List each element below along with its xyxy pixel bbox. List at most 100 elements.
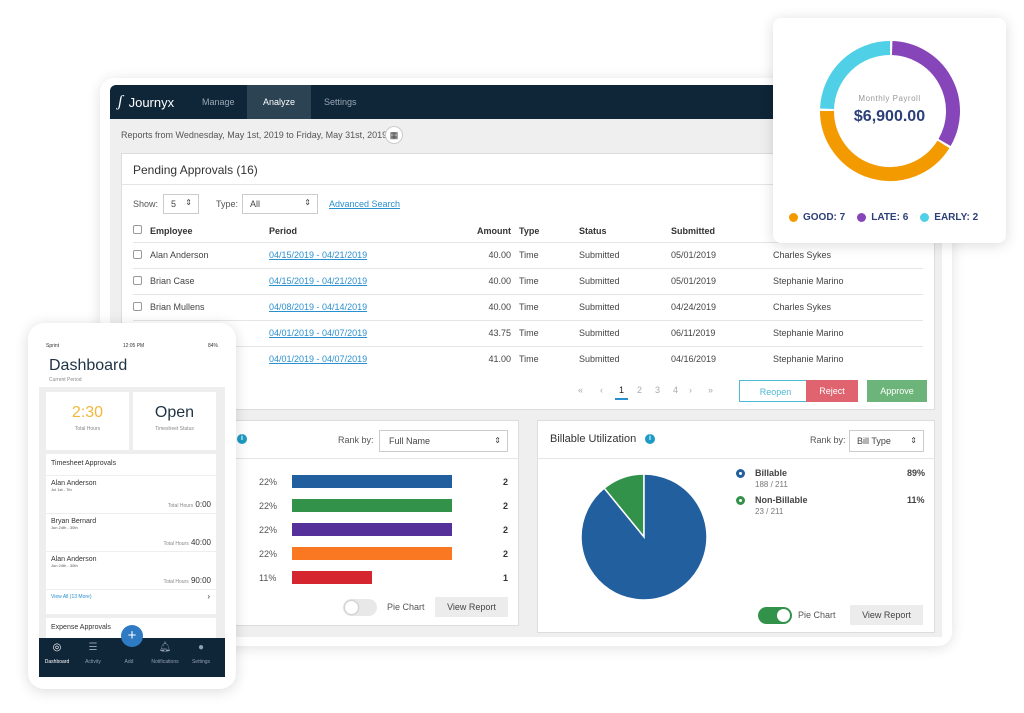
dashboard-icon: ◎ bbox=[52, 642, 62, 653]
tab-settings[interactable]: Settings bbox=[324, 97, 357, 107]
monthly-payroll-card: Monthly Payroll $6,900.00 GOOD: 7 LATE: 6… bbox=[773, 18, 1006, 243]
col-type[interactable]: Type bbox=[519, 225, 540, 236]
legend-dot-icon bbox=[920, 213, 930, 222]
bar[interactable] bbox=[292, 499, 452, 512]
show-select[interactable]: 5 ⇕ bbox=[163, 194, 199, 214]
logo[interactable]: ʃ Journyx bbox=[118, 93, 175, 110]
battery: 84% bbox=[207, 343, 218, 349]
bar-value-label: 2 bbox=[503, 477, 509, 487]
nav-settings[interactable]: ● Settings bbox=[183, 642, 219, 665]
donut-segment-1[interactable] bbox=[891, 41, 960, 146]
legend-percent: 89% bbox=[907, 468, 926, 478]
approval-item[interactable]: Alan Anderson Jul 1st - 7th Total Hours 0:… bbox=[46, 476, 216, 514]
donut-segment-0[interactable] bbox=[820, 110, 950, 181]
col-status[interactable]: Status bbox=[579, 225, 607, 236]
period-link[interactable]: 04/01/2019 - 04/07/2019 bbox=[269, 328, 368, 338]
bar[interactable] bbox=[292, 571, 372, 584]
submitted-cell: 05/01/2019 bbox=[671, 241, 773, 268]
table-row[interactable]: Brian Case 04/15/2019 - 04/21/2019 40.00 Ti… bbox=[133, 267, 923, 294]
table-row[interactable]: 04/01/2019 - 04/07/2019 41.00 Time Submitte… bbox=[133, 345, 923, 372]
period-link[interactable]: 04/08/2019 - 04/14/2019 bbox=[269, 302, 368, 312]
select-all-checkbox[interactable] bbox=[133, 225, 142, 235]
pagination-page-1[interactable]: 1 bbox=[615, 385, 629, 400]
type-cell: Time bbox=[519, 267, 579, 294]
row-checkbox[interactable] bbox=[133, 249, 142, 259]
status-cell: Submitted bbox=[579, 293, 671, 320]
nav-notifications[interactable]: 🔔︎ Notifications bbox=[147, 642, 183, 665]
amount-cell: 43.75 bbox=[469, 319, 519, 346]
col-period[interactable]: Period bbox=[269, 225, 298, 236]
type-cell: Time bbox=[519, 241, 579, 268]
row-checkbox[interactable] bbox=[133, 275, 142, 285]
panel-title: Billable Utilization bbox=[550, 433, 637, 445]
submitted-cell: 06/11/2019 bbox=[671, 319, 773, 346]
panel-title: Pending Approvals (16) bbox=[122, 154, 934, 185]
payroll-legend-item: EARLY: 2 bbox=[920, 212, 978, 223]
approval-item[interactable]: Bryan Bernard Jun 24th - 30th Total Hours … bbox=[46, 514, 216, 552]
bar[interactable] bbox=[292, 523, 452, 536]
bar-percent-label: 22% bbox=[259, 549, 278, 559]
amount-cell: 41.00 bbox=[469, 345, 519, 372]
info-icon[interactable]: i bbox=[645, 434, 655, 444]
legend-percent: 11% bbox=[907, 495, 925, 505]
pagination-first[interactable]: « bbox=[578, 385, 584, 395]
pie-chart-toggle[interactable] bbox=[343, 599, 377, 616]
col-amount[interactable]: Amount bbox=[477, 225, 511, 236]
pagination-page-2[interactable]: 2 bbox=[637, 385, 643, 395]
period-link[interactable]: 04/15/2019 - 04/21/2019 bbox=[269, 250, 368, 260]
add-button[interactable]: + bbox=[121, 625, 143, 647]
status-cell: Submitted bbox=[579, 345, 671, 372]
view-report-button[interactable]: View Report bbox=[850, 605, 923, 625]
tab-manage[interactable]: Manage bbox=[202, 97, 235, 107]
amount-cell: 40.00 bbox=[469, 241, 519, 268]
info-icon[interactable]: i bbox=[237, 434, 247, 444]
status-bar: Sprint 12:05 PM 84% bbox=[46, 343, 218, 349]
show-label: Show: bbox=[133, 199, 159, 209]
period-link[interactable]: 04/01/2019 - 04/07/2019 bbox=[269, 354, 368, 365]
nav-activity[interactable]: ☰ Activity bbox=[75, 642, 111, 665]
pagination-next[interactable]: › bbox=[689, 385, 692, 395]
type-cell: Time bbox=[519, 293, 579, 320]
rank-select[interactable]: Full Name ⇕ bbox=[379, 430, 508, 452]
bar-value-label: 2 bbox=[503, 501, 509, 511]
timesheet-status-card[interactable]: Open Timesheet Status bbox=[133, 392, 216, 450]
table-row[interactable]: Alan Anderson 04/15/2019 - 04/21/2019 40.0… bbox=[133, 241, 923, 268]
pagination-prev[interactable]: ‹ bbox=[600, 385, 603, 395]
legend-dot-icon bbox=[736, 469, 745, 478]
period-link[interactable]: 04/15/2019 - 04/21/2019 bbox=[269, 276, 368, 286]
carrier: Sprint bbox=[46, 343, 60, 349]
chevron-right-icon[interactable]: › bbox=[207, 592, 210, 601]
table-row[interactable]: 04/01/2019 - 04/07/2019 43.75 Time Submitte… bbox=[133, 319, 923, 346]
total-hours-card[interactable]: 2:30 Total Hours bbox=[46, 392, 129, 450]
table-row[interactable]: Brian Mullens 04/08/2019 - 04/14/2019 40.0… bbox=[133, 293, 923, 320]
subtitle: Current Period bbox=[49, 377, 82, 383]
reject-button[interactable]: Reject bbox=[806, 380, 858, 402]
pie-slice-billable[interactable] bbox=[580, 473, 708, 601]
pagination-page-3[interactable]: 3 bbox=[655, 385, 661, 395]
view-report-button[interactable]: View Report bbox=[435, 597, 508, 617]
pie-chart-toggle[interactable] bbox=[758, 607, 792, 624]
nav-add[interactable]: Add bbox=[111, 642, 147, 665]
sort-arrows-icon: ⇕ bbox=[910, 436, 917, 445]
approval-item[interactable]: Alan Anderson Jun 24th - 30th Total Hours … bbox=[46, 552, 216, 590]
submitted-cell: 04/16/2019 bbox=[671, 345, 773, 372]
reopen-button[interactable]: Reopen bbox=[739, 380, 812, 402]
bar[interactable] bbox=[292, 547, 452, 560]
type-select[interactable]: All ⇕ bbox=[242, 194, 318, 214]
donut-segment-2[interactable] bbox=[820, 41, 891, 110]
advanced-search-link[interactable]: Advanced Search bbox=[329, 199, 401, 209]
rank-select[interactable]: Bill Type ⇕ bbox=[849, 430, 924, 452]
calendar-icon[interactable]: ▦ bbox=[385, 126, 403, 144]
status-cell: Submitted bbox=[579, 319, 671, 346]
tab-analyze[interactable]: Analyze bbox=[247, 85, 312, 119]
col-employee[interactable]: Employee bbox=[150, 225, 193, 236]
payroll-title: Monthly Payroll bbox=[858, 94, 921, 103]
view-all-link[interactable]: View All (13 More) bbox=[51, 594, 92, 600]
pagination-last[interactable]: » bbox=[708, 385, 714, 395]
col-submitted[interactable]: Submitted bbox=[671, 225, 715, 236]
pagination-page-4[interactable]: 4 bbox=[673, 385, 679, 395]
bar[interactable] bbox=[292, 475, 452, 488]
nav-dashboard[interactable]: ◎ Dashboard bbox=[39, 642, 75, 665]
approve-button[interactable]: Approve bbox=[867, 380, 927, 402]
row-checkbox[interactable] bbox=[133, 301, 142, 311]
